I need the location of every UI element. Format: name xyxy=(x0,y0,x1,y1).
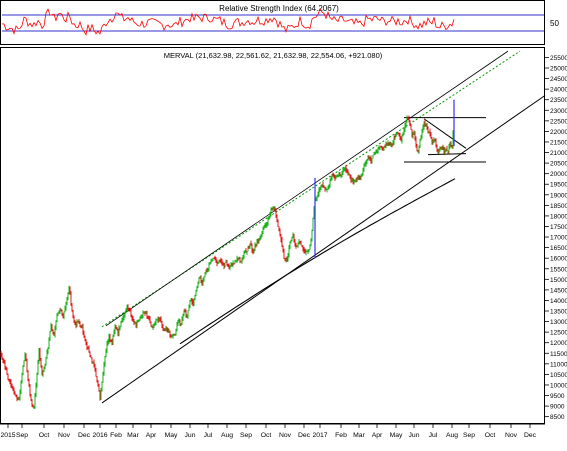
y-tick-label: 16500 xyxy=(550,245,567,252)
y-tick-label: 15500 xyxy=(550,266,567,273)
y-tick-label: 24000 xyxy=(550,87,567,94)
y-tick-label: 25000 xyxy=(550,66,567,73)
x-tick-label: Dec xyxy=(298,432,311,439)
x-tick-label: Mar xyxy=(127,432,139,439)
x-tick-label: Apr xyxy=(372,432,383,439)
x-tick-label: 2017 xyxy=(312,432,327,439)
y-tick-label: 13500 xyxy=(550,309,567,316)
y-tick-label: 20000 xyxy=(550,171,567,178)
x-tick-label: Dec xyxy=(524,432,537,439)
x-tick-label: Oct xyxy=(261,432,272,439)
x-tick-label: Sep xyxy=(240,432,252,439)
x-tick-label: Aug xyxy=(221,432,233,439)
price-frame xyxy=(1,48,545,424)
y-tick-label: 10000 xyxy=(550,382,567,389)
y-tick-label: 17500 xyxy=(550,224,567,231)
y-tick-label: 24500 xyxy=(550,76,567,83)
x-tick-label: Feb xyxy=(110,432,122,439)
x-tick-label: Sep xyxy=(16,432,28,439)
x-tick-label: Jun xyxy=(185,432,196,439)
y-tick-label: 19500 xyxy=(550,182,567,189)
price-panel: MERVAL (21,632.98, 22,561.62, 21,632.98,… xyxy=(1,48,567,424)
y-tick-label: 16000 xyxy=(550,256,567,263)
y-tick-label: 14500 xyxy=(550,287,567,294)
y-tick-label: 21000 xyxy=(550,150,567,157)
x-tick-label: Sep xyxy=(463,432,475,439)
y-tick-label: 18500 xyxy=(550,203,567,210)
y-tick-label: 21500 xyxy=(550,139,567,146)
y-tick-label: 14000 xyxy=(550,298,567,305)
y-tick-label: 25500 xyxy=(550,55,567,62)
x-tick-label: Feb xyxy=(335,432,347,439)
x-tick-label: Oct xyxy=(485,432,496,439)
x-tick-label: May xyxy=(390,432,403,439)
y-tick-label: 9000 xyxy=(550,404,565,411)
y-tick-label: 12500 xyxy=(550,330,567,337)
x-tick-label: 2016 xyxy=(92,432,107,439)
rsi-tick-label: 50 xyxy=(550,19,559,28)
x-tick-label: Jul xyxy=(429,432,438,439)
x-tick-label: Jun xyxy=(409,432,420,439)
y-tick-label: 22000 xyxy=(550,129,567,136)
y-tick-label: 8500 xyxy=(550,414,565,421)
y-tick-label: 11500 xyxy=(550,351,567,358)
y-tick-label: 9500 xyxy=(550,393,565,400)
y-tick-label: 23500 xyxy=(550,97,567,104)
y-tick-label: 17000 xyxy=(550,235,567,242)
x-tick-label: 2015 xyxy=(0,432,15,439)
y-tick-label: 11000 xyxy=(550,361,567,368)
y-tick-label: 19000 xyxy=(550,192,567,199)
y-tick-label: 18000 xyxy=(550,213,567,220)
y-tick-label: 20500 xyxy=(550,161,567,168)
x-tick-label: May xyxy=(165,432,178,439)
y-tick-label: 22500 xyxy=(550,118,567,125)
y-tick-label: 10500 xyxy=(550,372,567,379)
y-tick-label: 23000 xyxy=(550,108,567,115)
y-tick-label: 15000 xyxy=(550,277,567,284)
x-tick-label: Jul xyxy=(204,432,213,439)
y-tick-label: 12000 xyxy=(550,340,567,347)
y-tick-label: 13000 xyxy=(550,319,567,326)
rsi-panel: Relative Strength Index (64.2067) 50 xyxy=(1,1,560,45)
x-tick-label: Nov xyxy=(58,432,71,439)
rsi-title: Relative Strength Index (64.2067) xyxy=(219,4,339,13)
x-tick-label: Mar xyxy=(353,432,365,439)
x-tick-label: Aug xyxy=(446,432,458,439)
x-tick-label: Dec xyxy=(78,432,91,439)
x-tick-label: Nov xyxy=(505,432,518,439)
x-tick-label: Apr xyxy=(146,432,157,439)
x-tick-label: Nov xyxy=(279,432,292,439)
price-title: MERVAL (21,632.98, 22,561.62, 21,632.98,… xyxy=(164,51,383,60)
x-tick-label: Oct xyxy=(39,432,50,439)
